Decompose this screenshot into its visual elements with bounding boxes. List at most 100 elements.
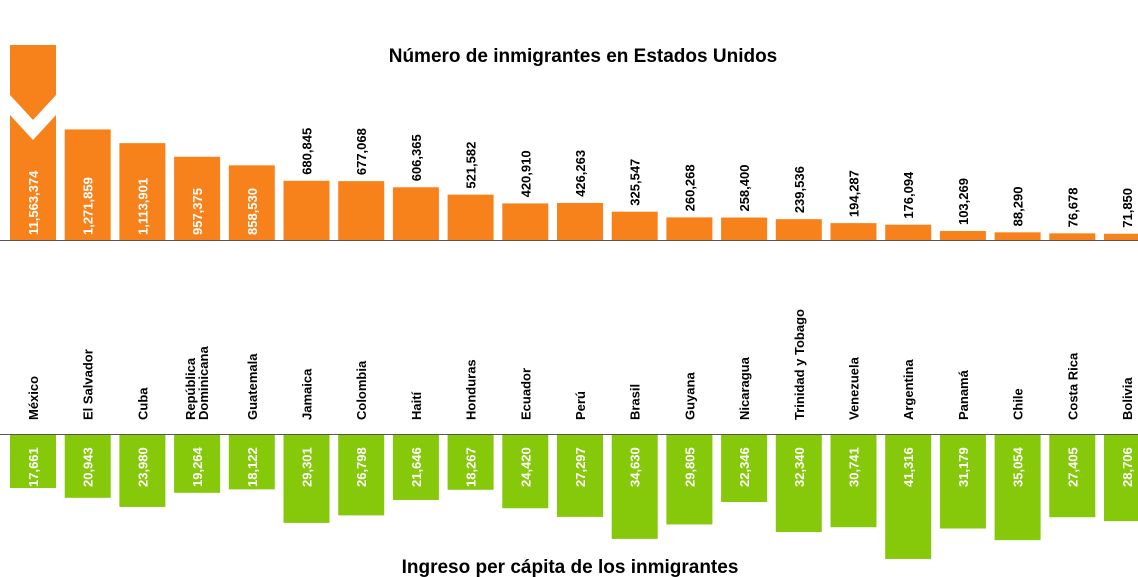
value-label: 194,287 [847,170,862,217]
bar [228,165,275,240]
category-label: Perú [573,391,588,420]
bar [1049,233,1096,240]
value-label: 34,630 [628,447,643,487]
category-label: Panamá [956,369,971,420]
bar [666,217,713,240]
bottom-title: Ingreso per cápita de los inmigrantes [402,557,739,577]
bar [338,435,385,516]
value-label: 239,536 [792,166,807,213]
category-label: Argentina [901,359,916,420]
value-label: 29,301 [300,447,315,487]
value-label: 27,405 [1065,447,1080,487]
category-label: Honduras [464,359,479,420]
value-label: 103,269 [956,178,971,225]
bar [64,129,111,240]
bar [994,435,1041,541]
value-label: 88,290 [1011,187,1026,227]
bar [10,45,56,240]
value-label: 20,943 [81,447,96,487]
bar [775,435,822,533]
value-label: 18,267 [464,447,479,487]
value-label: 1,271,859 [81,177,96,235]
value-label: 176,094 [901,171,916,219]
value-label: 35,054 [1011,446,1026,487]
category-label: Venezuela [847,356,862,420]
value-label: 23,980 [135,447,150,487]
category-label: Guatemala [245,353,260,420]
bar [830,435,877,528]
bar [228,435,275,490]
bar [666,435,713,525]
bar [392,187,439,240]
bar [283,180,330,240]
bar [64,435,111,498]
bar [502,203,549,240]
value-label: 76,678 [1065,188,1080,228]
bar [338,181,385,240]
category-label: Jamaica [300,368,315,420]
category-label: México [26,376,41,420]
bar [119,143,166,240]
bar [1104,233,1138,240]
bar [775,219,822,240]
value-label: 858,530 [245,188,260,235]
bar [174,156,221,240]
category-label: Guyana [682,372,697,420]
value-label: 521,582 [464,142,479,189]
category-label: Bolivia [1120,377,1135,420]
value-label: 11,563,374 [26,170,41,235]
value-label: 677,068 [354,128,369,175]
value-label: 258,400 [737,165,752,212]
value-label: 30,741 [847,447,862,487]
value-label: 41,316 [901,447,916,487]
top-title: Número de inmigrantes en Estados Unidos [389,46,778,67]
bar [557,435,603,517]
bar [1049,435,1096,518]
category-label: Cuba [135,387,150,420]
category-label: Haití [409,391,424,420]
value-label: 28,706 [1120,447,1135,487]
bar [721,217,768,240]
value-label: 71,850 [1120,188,1135,228]
category-label: Brasil [628,384,643,420]
value-label: 1,113,901 [135,178,150,235]
bar [611,211,658,240]
value-label: 21,646 [409,447,424,487]
bar [10,435,56,488]
value-label: 426,263 [573,150,588,197]
bar [119,435,166,507]
bar [939,435,986,529]
value-label: 18,122 [245,447,260,487]
bar [611,435,658,539]
bar [557,202,603,240]
value-label: 32,340 [792,447,807,487]
category-label: El Salvador [81,349,96,420]
bar [721,435,768,503]
category-label: Costa Rica [1065,352,1080,420]
bar [885,224,932,240]
category-label: Chile [1011,388,1026,420]
axis-break [10,95,56,140]
category-label: Trinidad y Tobago [792,309,807,420]
bar [447,194,494,240]
category-label: RepúblicaDominicana [183,346,211,420]
bar [1104,435,1138,522]
bar [447,435,494,490]
bar [994,232,1041,240]
value-label: 420,910 [518,150,533,197]
value-label: 29,805 [682,447,697,487]
value-label: 260,268 [682,164,697,211]
bar [283,435,330,523]
bar [939,231,986,240]
value-label: 22,346 [737,447,752,487]
bar [174,435,221,493]
value-label: 24,420 [518,447,533,487]
bar [392,435,439,500]
bar [830,223,877,240]
value-label: 19,264 [190,446,205,487]
value-label: 606,365 [409,134,424,181]
value-label: 27,297 [573,447,588,487]
value-label: 325,547 [628,159,643,206]
